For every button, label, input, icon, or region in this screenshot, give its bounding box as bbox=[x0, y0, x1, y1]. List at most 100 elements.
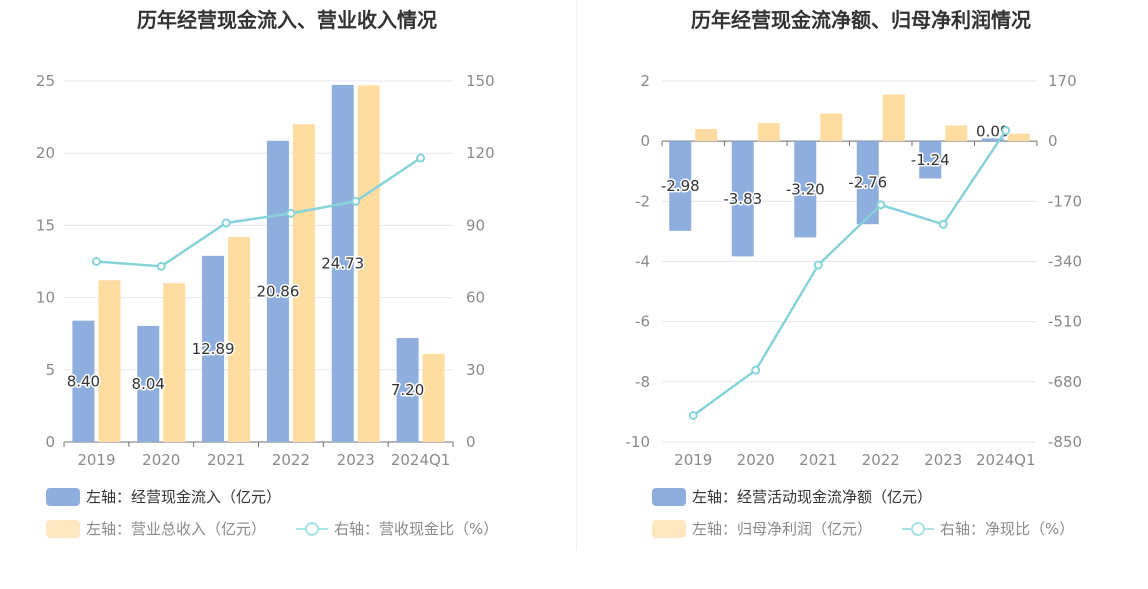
line-marker-icon bbox=[902, 520, 934, 538]
bar bbox=[794, 141, 817, 238]
legend-item-cash-inflow[interactable]: 左轴：经营现金流入（亿元） bbox=[46, 486, 281, 507]
line-point bbox=[416, 153, 426, 163]
left-axis-tick-label: -2 bbox=[635, 192, 650, 210]
bar bbox=[163, 283, 186, 442]
legend-label: 右轴：营收现金比（%） bbox=[334, 520, 499, 538]
data-label: 20.86 bbox=[256, 282, 299, 300]
data-label: -3.20 bbox=[786, 180, 825, 198]
x-axis-tick-label: 2020 bbox=[737, 451, 775, 469]
right-axis-tick-label: -850 bbox=[1048, 433, 1082, 451]
legend-label: 左轴：营业总收入（亿元） bbox=[86, 520, 267, 538]
right-axis-tick-label: 170 bbox=[1048, 72, 1077, 90]
right-axis-tick-label: 90 bbox=[466, 216, 485, 234]
legend-swatch bbox=[652, 487, 686, 506]
left-axis-tick-label: -8 bbox=[635, 373, 650, 391]
bar bbox=[1007, 133, 1030, 142]
legend-item-net-profit[interactable]: 左轴：归母净利润（亿元） bbox=[652, 518, 872, 539]
x-axis-tick-label: 2022 bbox=[862, 451, 900, 469]
legend-label: 左轴：经营现金流入（亿元） bbox=[86, 488, 282, 506]
line-point bbox=[813, 260, 823, 270]
x-axis-tick-label: 2023 bbox=[337, 451, 375, 469]
data-label: -2.76 bbox=[848, 174, 887, 192]
data-label: -2.98 bbox=[661, 177, 700, 195]
x-axis-tick-label: 2021 bbox=[799, 451, 837, 469]
bar bbox=[856, 141, 879, 225]
line-point bbox=[688, 410, 698, 420]
bar bbox=[98, 280, 121, 442]
x-axis-tick-label: 2024Q1 bbox=[976, 451, 1036, 469]
bar bbox=[695, 129, 718, 142]
data-label: 7.20 bbox=[391, 381, 424, 399]
bar bbox=[731, 141, 754, 257]
x-axis-tick-label: 2023 bbox=[924, 451, 962, 469]
data-label: 8.40 bbox=[67, 372, 100, 390]
panel-divider bbox=[576, 0, 577, 550]
x-axis-tick-label: 2020 bbox=[142, 451, 180, 469]
line-point bbox=[91, 257, 101, 266]
bar bbox=[396, 338, 419, 442]
legend-label: 左轴：归母净利润（亿元） bbox=[692, 520, 873, 538]
line-marker-icon bbox=[296, 520, 328, 538]
chart-title: 历年经营现金流净额、归母净利润情况 bbox=[691, 8, 1031, 32]
chart-canvas: 0 0 5 30 10 60 15 90 20 120 25 150 8.40 8.04 12.89 20.8… bbox=[36, 72, 495, 469]
left-axis-tick-label: -10 bbox=[626, 433, 651, 451]
legend-item-revenue[interactable]: 左轴：营业总收入（亿元） bbox=[46, 518, 266, 539]
line-point bbox=[286, 208, 296, 218]
line-point bbox=[1001, 126, 1011, 136]
x-axis-tick-label: 2022 bbox=[272, 451, 310, 469]
right-axis-tick-label: 0 bbox=[1048, 132, 1058, 150]
right-axis-tick-label: 120 bbox=[466, 144, 495, 162]
data-label: -3.83 bbox=[723, 190, 762, 208]
right-axis-tick-label: -510 bbox=[1048, 313, 1082, 331]
x-axis-tick-label: 2021 bbox=[207, 451, 245, 469]
left-axis-tick-label: 10 bbox=[36, 289, 55, 307]
chart-title: 历年经营现金流入、营业收入情况 bbox=[137, 8, 437, 32]
bar bbox=[820, 113, 843, 142]
bar bbox=[945, 125, 968, 142]
legend-label: 左轴：经营活动现金流净额（亿元） bbox=[692, 488, 933, 506]
legend-swatch bbox=[46, 487, 80, 506]
bar bbox=[919, 141, 942, 179]
bar bbox=[137, 325, 160, 442]
bar bbox=[669, 141, 692, 231]
bar bbox=[72, 320, 95, 442]
data-label: 24.73 bbox=[321, 254, 364, 272]
ratio-line bbox=[692, 129, 1007, 417]
legend-item-net-cash-flow[interactable]: 左轴：经营活动现金流净额（亿元） bbox=[652, 486, 932, 507]
left-axis-tick-label: 25 bbox=[36, 72, 55, 90]
right-axis-tick-label: -680 bbox=[1048, 373, 1082, 391]
bar bbox=[422, 353, 445, 442]
line-point bbox=[751, 365, 761, 375]
bar bbox=[331, 84, 354, 442]
line-point bbox=[351, 196, 361, 206]
left-axis-tick-label: 0 bbox=[640, 132, 650, 150]
ratio-line bbox=[96, 156, 422, 268]
bar bbox=[882, 94, 905, 142]
legend-swatch bbox=[46, 519, 80, 538]
left-axis-tick-label: 5 bbox=[45, 361, 55, 379]
x-axis-tick-label: 2019 bbox=[77, 451, 115, 469]
legend-item-net-cash-ratio[interactable]: 右轴：净现比（%） bbox=[902, 518, 1074, 539]
x-axis-tick-label: 2024Q1 bbox=[391, 451, 451, 469]
legend-swatch bbox=[652, 519, 686, 538]
right-axis-tick-label: -340 bbox=[1048, 253, 1082, 271]
bar bbox=[757, 123, 780, 142]
legend-item-cash-ratio[interactable]: 右轴：营收现金比（%） bbox=[296, 518, 498, 539]
data-label: -1.24 bbox=[911, 151, 950, 169]
line-point bbox=[221, 218, 231, 228]
right-axis-tick-label: 60 bbox=[466, 289, 485, 307]
left-axis-tick-label: -4 bbox=[635, 253, 650, 271]
chart-panel-left: 历年经营现金流入、营业收入情况 0 0 5 30 10 60 15 90 20 120 25 150 8… bbox=[36, 8, 498, 539]
bar bbox=[202, 255, 225, 442]
left-axis-tick-label: 0 bbox=[45, 433, 55, 451]
left-axis-tick-label: -6 bbox=[635, 313, 650, 331]
line-point bbox=[876, 200, 886, 210]
data-label: 12.89 bbox=[192, 340, 235, 358]
right-axis-tick-label: 150 bbox=[466, 72, 495, 90]
data-label: 8.04 bbox=[132, 375, 165, 393]
chart-panel-right: 历年经营现金流净额、归母净利润情况 -10 -850 -8 -680 -6 -510 -4 -… bbox=[574, 0, 1148, 589]
bar bbox=[981, 138, 1004, 142]
left-axis-tick-label: 20 bbox=[36, 144, 55, 162]
line-point bbox=[156, 261, 166, 271]
right-axis-tick-label: 0 bbox=[466, 433, 476, 451]
